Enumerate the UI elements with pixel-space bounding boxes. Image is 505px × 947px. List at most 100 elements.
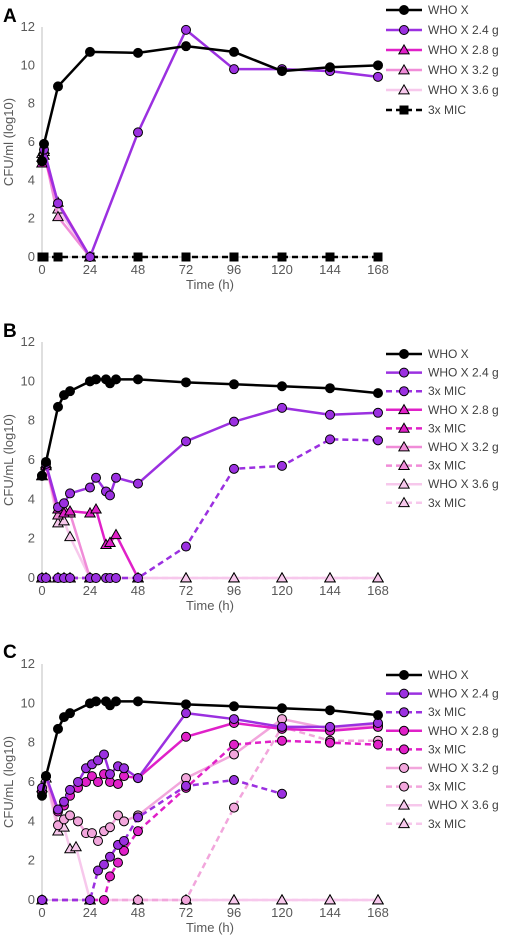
y-tick-label: 8	[28, 735, 35, 750]
legend-marker	[397, 817, 411, 829]
legend-label: WHO X 2.8 g	[428, 403, 499, 417]
data-point	[53, 198, 63, 209]
data-point	[373, 60, 383, 71]
series-line	[42, 725, 378, 902]
data-point	[93, 755, 103, 766]
legend-label: 3x MIC	[428, 459, 466, 473]
y-tick-label: 0	[28, 570, 35, 585]
data-point	[119, 845, 129, 856]
legend-item: WHO X	[386, 3, 469, 17]
data-point	[53, 252, 63, 262]
legend-marker	[399, 725, 409, 736]
data-point	[325, 383, 335, 394]
data-point	[87, 828, 97, 839]
data-point	[37, 790, 47, 801]
data-point	[105, 871, 115, 882]
data-point	[229, 775, 239, 786]
data-point	[103, 536, 117, 547]
legend-item: WHO X 2.4 g	[386, 687, 499, 701]
series-7	[35, 771, 385, 905]
y-tick-label: 2	[28, 853, 35, 868]
data-point	[229, 739, 239, 750]
data-point	[73, 777, 83, 787]
data-point	[229, 46, 239, 57]
series-0	[37, 374, 383, 481]
legend-marker	[399, 386, 409, 397]
data-point	[57, 514, 71, 526]
data-point	[133, 127, 143, 138]
data-point	[277, 703, 287, 714]
data-point	[277, 402, 287, 413]
y-tick-label: 10	[21, 57, 35, 72]
y-tick-label: 4	[28, 813, 35, 828]
legend-marker	[399, 688, 409, 699]
data-point	[111, 573, 121, 583]
legend-item: WHO X 3.6 g	[386, 477, 499, 491]
legend-label: WHO X 2.4 g	[428, 687, 499, 701]
data-point	[63, 504, 77, 516]
legend-item: 3x MIC	[386, 496, 466, 510]
x-tick-label: 96	[227, 905, 241, 920]
series-0	[37, 41, 383, 167]
data-point	[113, 778, 123, 789]
legend-item: 3x MIC	[386, 705, 466, 719]
data-point	[181, 541, 191, 552]
y-tick-label: 8	[28, 413, 35, 428]
data-point	[229, 749, 239, 760]
data-point	[111, 374, 121, 385]
data-point	[65, 386, 75, 397]
y-tick-label: 2	[28, 211, 35, 226]
legend-label: 3x MIC	[428, 496, 466, 510]
data-point	[37, 156, 47, 167]
legend-label: WHO X 2.4 g	[428, 23, 499, 37]
legend-marker	[397, 478, 411, 489]
data-point	[105, 822, 115, 833]
data-point	[105, 851, 115, 862]
legend-marker	[397, 799, 411, 810]
data-point	[277, 66, 287, 77]
y-tick-label: 8	[28, 96, 35, 111]
x-tick-label: 72	[179, 583, 193, 598]
legend-label: WHO X 2.4 g	[428, 366, 499, 380]
legend-item: 3x MIC	[386, 103, 466, 117]
legend-item: WHO X 2.8 g	[386, 724, 499, 738]
data-point	[133, 895, 143, 905]
data-point	[227, 571, 241, 583]
data-point	[41, 771, 51, 782]
data-point	[53, 81, 63, 92]
series-3	[35, 459, 145, 583]
data-point	[275, 571, 289, 583]
data-point	[323, 893, 337, 905]
data-point	[91, 374, 101, 385]
legend-item: 3x MIC	[386, 817, 466, 831]
series-6	[37, 721, 383, 905]
data-point	[373, 388, 383, 399]
legend-item: 3x MIC	[386, 459, 466, 473]
data-point	[53, 820, 63, 831]
x-tick-label: 96	[227, 262, 241, 277]
legend-label: WHO X	[428, 347, 469, 361]
legend-item: WHO X 3.6 g	[386, 83, 499, 97]
legend: WHO X WHO X 2.4 g 3x MIC WHO X 2.8 g 3x MIC W…	[386, 347, 499, 510]
data-point	[65, 708, 75, 719]
data-point	[181, 41, 191, 52]
data-point	[109, 528, 123, 540]
legend: WHO X WHO X 2.4 g WHO X 2.8 g WHO X 3.2 g WH…	[386, 3, 499, 117]
x-tick-label: 144	[319, 905, 341, 920]
series-0	[37, 696, 383, 801]
legend-marker	[399, 670, 409, 680]
series-2	[35, 149, 97, 262]
series-1	[37, 24, 383, 262]
y-tick-label: 2	[28, 531, 35, 546]
data-point	[73, 816, 83, 827]
legend-marker	[399, 349, 409, 359]
data-point	[113, 857, 123, 868]
data-point	[91, 696, 101, 707]
legend-label: WHO X 2.8 g	[428, 43, 499, 57]
legend: WHO X WHO X 2.4 g 3x MIC WHO X 2.8 g 3x MIC W…	[386, 668, 499, 831]
data-point	[325, 721, 335, 732]
x-tick-label: 144	[319, 262, 341, 277]
x-tick-label: 120	[271, 583, 293, 598]
legend-item: 3x MIC	[386, 742, 466, 756]
